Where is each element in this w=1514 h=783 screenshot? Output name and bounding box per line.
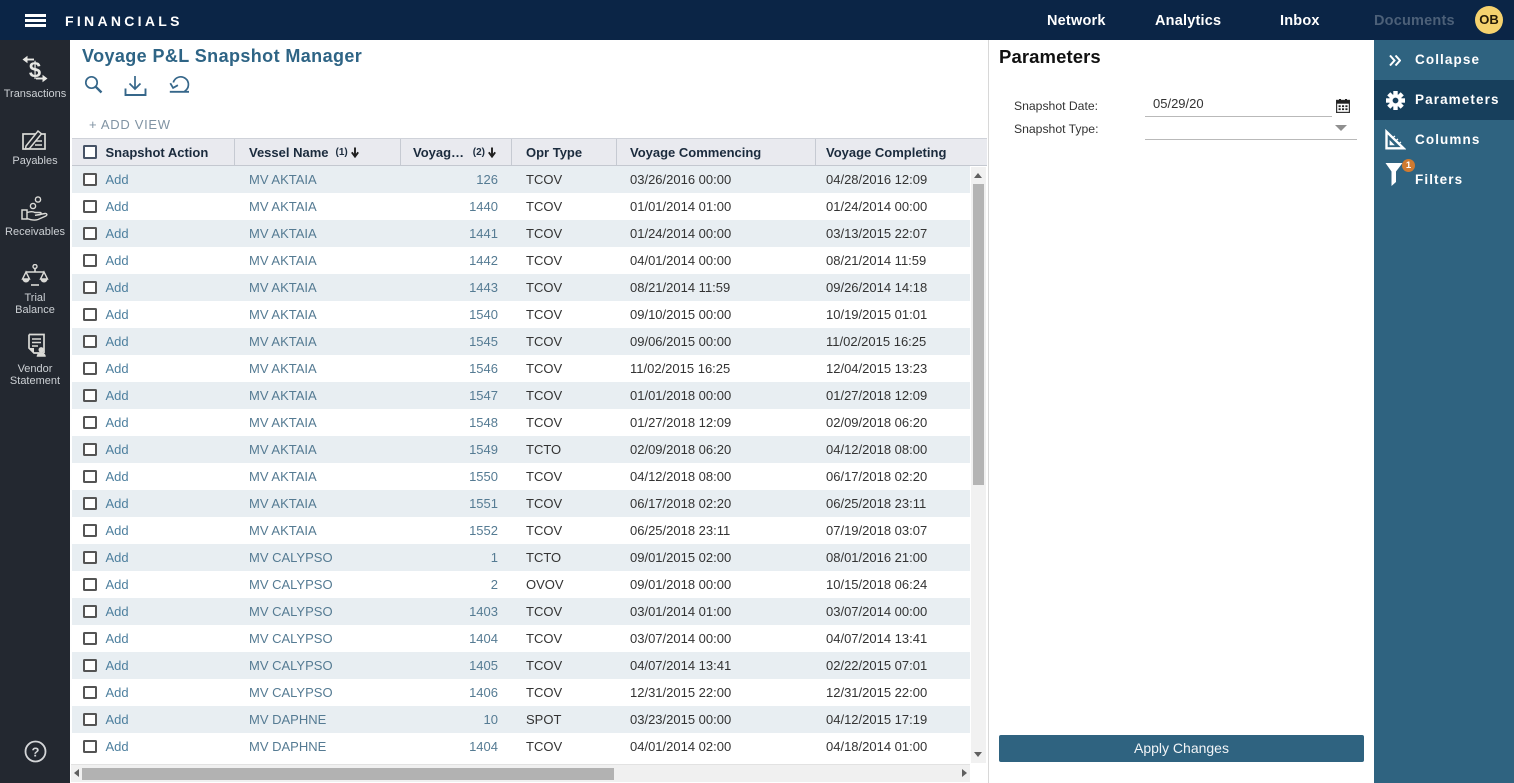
svg-text:$: $ [29, 58, 41, 83]
svg-text:?: ? [31, 745, 39, 760]
